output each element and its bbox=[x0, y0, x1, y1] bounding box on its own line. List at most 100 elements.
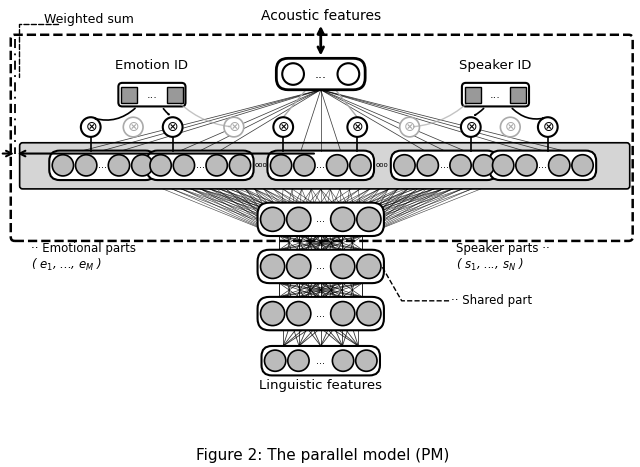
FancyBboxPatch shape bbox=[262, 346, 380, 375]
Circle shape bbox=[287, 302, 311, 325]
Circle shape bbox=[400, 117, 419, 137]
Text: ...: ... bbox=[490, 90, 501, 99]
Circle shape bbox=[331, 302, 355, 325]
Text: ...: ... bbox=[316, 262, 325, 271]
Circle shape bbox=[81, 117, 100, 137]
Circle shape bbox=[173, 155, 195, 176]
Circle shape bbox=[538, 117, 557, 137]
Text: ooo: ooo bbox=[376, 163, 388, 168]
Text: $\otimes$: $\otimes$ bbox=[541, 120, 554, 134]
Circle shape bbox=[326, 155, 348, 176]
Circle shape bbox=[229, 155, 251, 176]
Circle shape bbox=[332, 350, 354, 371]
Circle shape bbox=[394, 155, 415, 176]
Circle shape bbox=[163, 117, 182, 137]
Circle shape bbox=[264, 350, 286, 371]
FancyBboxPatch shape bbox=[391, 151, 497, 180]
Text: Figure 2: The parallel model (PM): Figure 2: The parallel model (PM) bbox=[196, 448, 449, 463]
Circle shape bbox=[287, 207, 311, 231]
FancyBboxPatch shape bbox=[257, 250, 384, 283]
Text: ...: ... bbox=[316, 309, 325, 318]
FancyBboxPatch shape bbox=[462, 83, 529, 106]
FancyBboxPatch shape bbox=[257, 203, 384, 236]
FancyBboxPatch shape bbox=[268, 151, 374, 180]
Circle shape bbox=[548, 155, 570, 176]
Text: ...: ... bbox=[98, 160, 107, 170]
Circle shape bbox=[337, 63, 359, 85]
Circle shape bbox=[224, 117, 244, 137]
Circle shape bbox=[282, 63, 304, 85]
Text: ( $s_1$, ..., $s_N$ ): ( $s_1$, ..., $s_N$ ) bbox=[456, 257, 524, 273]
Text: $\otimes$: $\otimes$ bbox=[277, 120, 289, 134]
Text: $\otimes$: $\otimes$ bbox=[84, 120, 97, 134]
FancyArrowPatch shape bbox=[95, 108, 135, 120]
Text: ooo: ooo bbox=[254, 163, 267, 168]
Circle shape bbox=[150, 155, 172, 176]
Text: $\otimes$: $\otimes$ bbox=[403, 120, 416, 134]
Circle shape bbox=[206, 155, 227, 176]
Text: Emotion ID: Emotion ID bbox=[115, 59, 188, 72]
Text: ...: ... bbox=[316, 160, 325, 170]
Circle shape bbox=[273, 117, 293, 137]
Bar bbox=[510, 87, 526, 102]
FancyBboxPatch shape bbox=[147, 151, 253, 180]
Circle shape bbox=[288, 350, 309, 371]
Text: Acoustic features: Acoustic features bbox=[260, 9, 381, 23]
Circle shape bbox=[356, 255, 381, 278]
FancyArrowPatch shape bbox=[414, 97, 474, 127]
Text: ( $e_1$, ..., $e_M$ ): ( $e_1$, ..., $e_M$ ) bbox=[31, 257, 102, 273]
Text: $\otimes$: $\otimes$ bbox=[504, 120, 516, 134]
Text: $\otimes$: $\otimes$ bbox=[351, 120, 364, 134]
Circle shape bbox=[500, 117, 520, 137]
Circle shape bbox=[294, 155, 315, 176]
Text: $\otimes$: $\otimes$ bbox=[228, 120, 240, 134]
Circle shape bbox=[356, 302, 381, 325]
Circle shape bbox=[493, 155, 514, 176]
Bar bbox=[167, 87, 182, 102]
Text: ...: ... bbox=[316, 356, 325, 366]
FancyBboxPatch shape bbox=[490, 151, 596, 180]
Circle shape bbox=[331, 255, 355, 278]
Circle shape bbox=[450, 155, 471, 176]
Circle shape bbox=[356, 350, 377, 371]
Circle shape bbox=[356, 207, 381, 231]
Circle shape bbox=[417, 155, 438, 176]
FancyBboxPatch shape bbox=[118, 83, 186, 106]
Circle shape bbox=[473, 155, 495, 176]
Text: ·· Emotional parts: ·· Emotional parts bbox=[31, 242, 136, 255]
Circle shape bbox=[260, 302, 285, 325]
Text: ...: ... bbox=[316, 214, 325, 224]
Text: Weighted sum: Weighted sum bbox=[44, 13, 134, 26]
Circle shape bbox=[260, 255, 285, 278]
Text: Speaker parts ··: Speaker parts ·· bbox=[456, 242, 550, 255]
Circle shape bbox=[260, 207, 285, 231]
Bar bbox=[122, 87, 137, 102]
Circle shape bbox=[132, 155, 153, 176]
Circle shape bbox=[287, 255, 311, 278]
FancyBboxPatch shape bbox=[257, 297, 384, 330]
Text: ·· Shared part: ·· Shared part bbox=[451, 294, 532, 307]
Circle shape bbox=[350, 155, 371, 176]
Text: ...: ... bbox=[147, 90, 157, 99]
Circle shape bbox=[76, 155, 97, 176]
FancyArrowPatch shape bbox=[173, 97, 230, 127]
Circle shape bbox=[461, 117, 481, 137]
Circle shape bbox=[348, 117, 367, 137]
Text: ...: ... bbox=[315, 68, 327, 80]
Text: $\otimes$: $\otimes$ bbox=[465, 120, 477, 134]
Text: ...: ... bbox=[538, 160, 547, 170]
Bar bbox=[465, 87, 481, 102]
Circle shape bbox=[331, 207, 355, 231]
Text: $\otimes$: $\otimes$ bbox=[166, 120, 179, 134]
Circle shape bbox=[124, 117, 143, 137]
FancyArrowPatch shape bbox=[475, 108, 484, 115]
FancyBboxPatch shape bbox=[276, 58, 365, 90]
FancyBboxPatch shape bbox=[20, 143, 630, 189]
Circle shape bbox=[52, 155, 74, 176]
FancyBboxPatch shape bbox=[49, 151, 156, 180]
Text: $\otimes$: $\otimes$ bbox=[127, 120, 140, 134]
Circle shape bbox=[270, 155, 292, 176]
Text: ...: ... bbox=[196, 160, 205, 170]
Text: Speaker ID: Speaker ID bbox=[460, 59, 532, 72]
Text: ...: ... bbox=[440, 160, 449, 170]
